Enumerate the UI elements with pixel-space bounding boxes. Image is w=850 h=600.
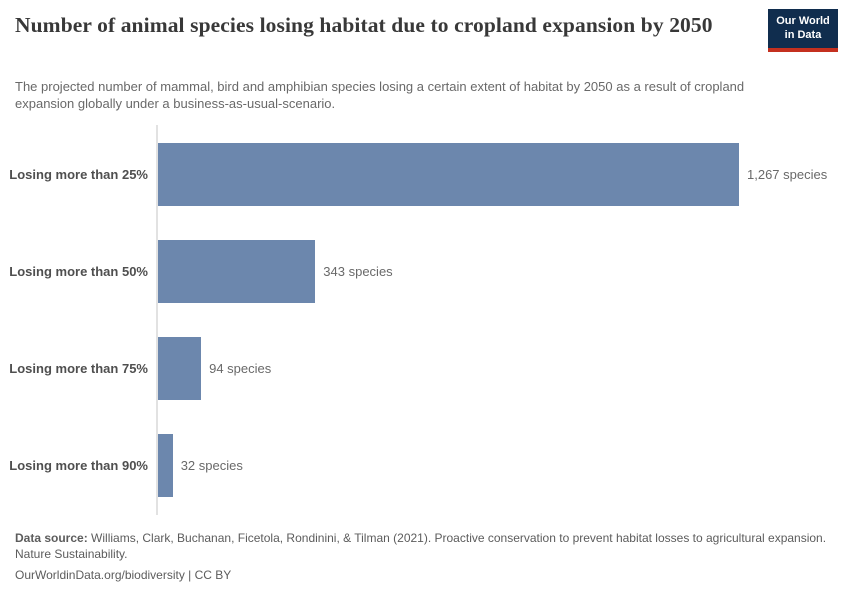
chart-subtitle: The projected number of mammal, bird and… <box>15 79 745 111</box>
value-label: 94 species <box>209 361 272 376</box>
chart-footer: Data source: Williams, Clark, Buchanan, … <box>15 531 833 582</box>
bar[interactable] <box>158 434 173 497</box>
category-label: Losing more than 25% <box>9 167 148 182</box>
chart-title: Number of animal species losing habitat … <box>15 13 713 37</box>
bar[interactable] <box>158 337 202 400</box>
owid-logo[interactable]: Our World in Data <box>768 9 838 52</box>
category-label: Losing more than 75% <box>9 361 148 376</box>
y-axis-line <box>156 125 158 515</box>
data-source-text: Williams, Clark, Buchanan, Ficetola, Ron… <box>15 531 827 561</box>
bar-row: Losing more than 50% 343 species <box>0 240 850 303</box>
bar-row: Losing more than 25% 1,267 species <box>0 143 850 206</box>
value-label: 343 species <box>323 264 393 279</box>
owid-logo-text: Our World in Data <box>776 15 830 43</box>
bar-rows: Losing more than 25% 1,267 species Losing … <box>0 143 850 531</box>
bar-row: Losing more than 90% 32 species <box>0 434 850 497</box>
value-label: 32 species <box>180 458 243 473</box>
data-source-line: Data source: Williams, Clark, Buchanan, … <box>15 531 833 562</box>
owid-url-license[interactable]: OurWorldinData.org/biodiversity | CC BY <box>15 568 232 583</box>
bar-row: Losing more than 75% 94 species <box>0 337 850 400</box>
value-label: 1,267 species <box>747 167 828 182</box>
data-source-label: Data source: <box>15 531 88 545</box>
owid-logo-line2: in Data <box>784 28 822 41</box>
owid-logo-line1: Our World <box>776 14 830 27</box>
category-label: Losing more than 50% <box>9 264 148 279</box>
bar[interactable] <box>158 240 316 303</box>
bar[interactable] <box>158 143 739 206</box>
bar-chart-area: Losing more than 25% 1,267 species Losing … <box>0 125 850 515</box>
category-label: Losing more than 90% <box>9 458 148 473</box>
